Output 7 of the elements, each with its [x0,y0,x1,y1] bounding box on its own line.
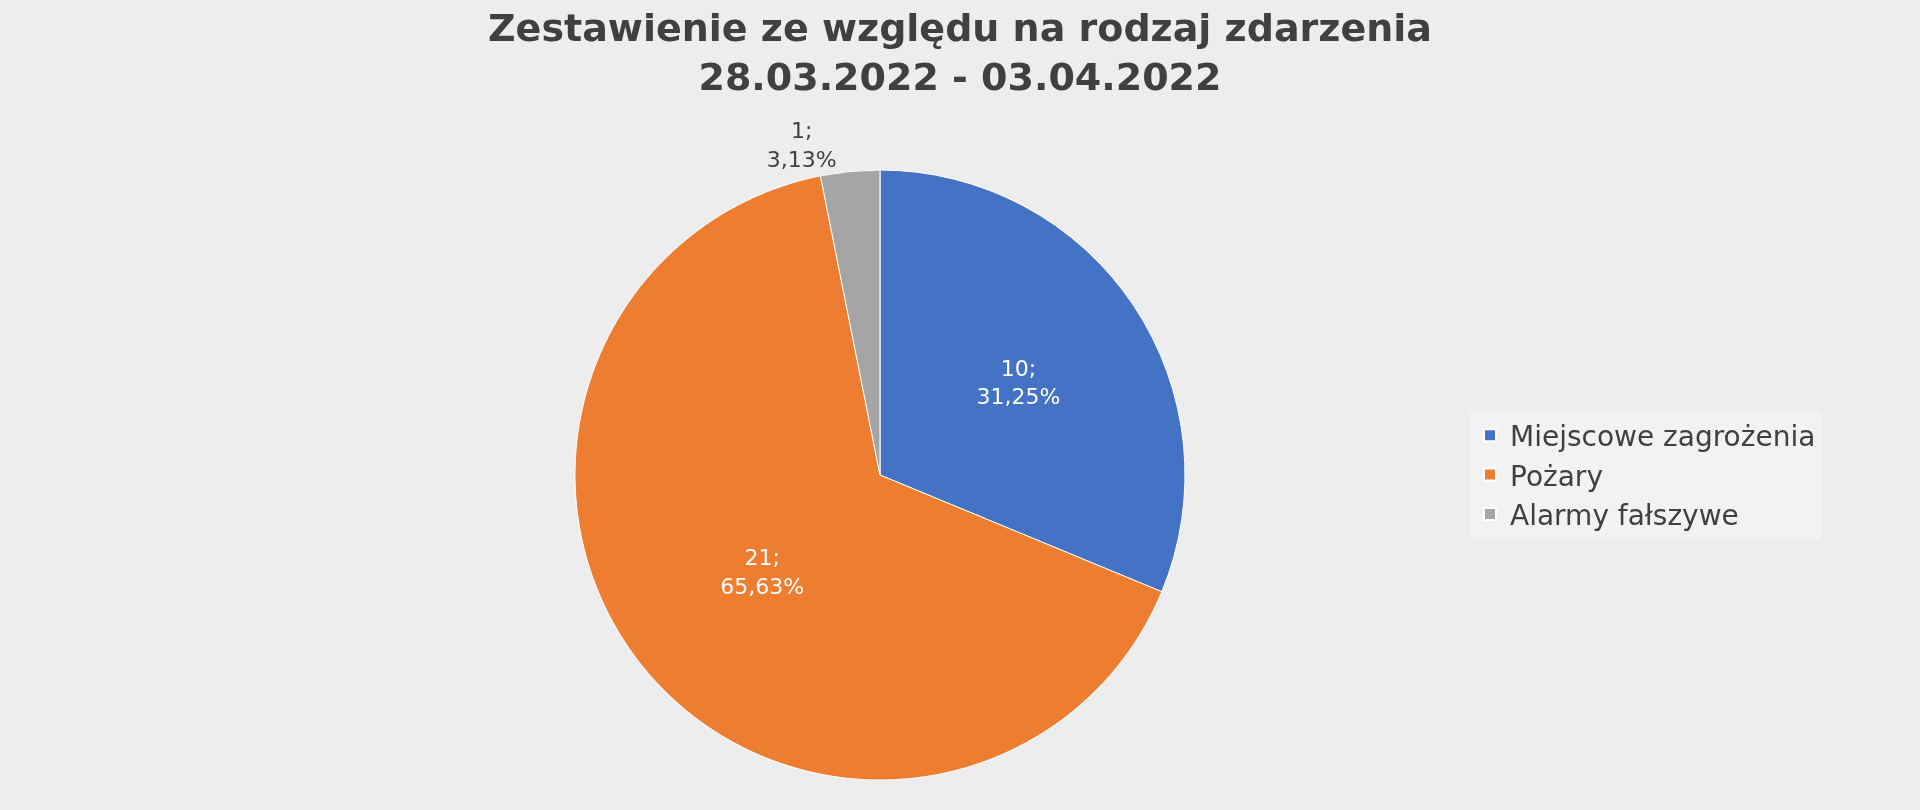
legend-label: Pożary [1510,459,1603,493]
data-label: 1; 3,13% [766,118,837,172]
legend-label: Miejscowe zagrożenia [1510,420,1816,454]
chart-title: Zestawienie ze względu na rodzaj zdarzenia 28.03.2022 - 03.04.2022 [488,5,1432,99]
data-label: 21; 65,63% [720,544,805,599]
legend-label: Alarmy fałszywe [1510,498,1739,532]
data-label: 10; 31,25% [976,355,1061,410]
